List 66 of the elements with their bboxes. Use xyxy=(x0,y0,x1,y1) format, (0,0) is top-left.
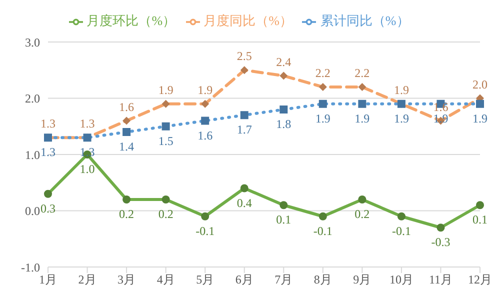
point xyxy=(397,212,406,220)
data-label: -0.1 xyxy=(392,224,411,238)
data-label: 1.9 xyxy=(315,111,330,126)
legend-label: 累计同比（%） xyxy=(320,13,410,28)
x-tick-label: 5月 xyxy=(196,272,214,287)
data-label: 2.2 xyxy=(315,66,330,80)
data-label: 2.2 xyxy=(354,66,370,80)
data-label: 1.9 xyxy=(158,82,174,97)
data-label: 1.3 xyxy=(40,116,56,131)
data-label: 1.9 xyxy=(354,111,370,126)
y-tick-label: -1.0 xyxy=(21,260,40,274)
point xyxy=(162,196,170,204)
x-tick-label: 4月 xyxy=(156,272,175,287)
data-label: 0.4 xyxy=(236,196,252,210)
data-label: 1.3 xyxy=(40,145,56,160)
data-label: 1.6 xyxy=(119,100,134,114)
data-label: 1.9 xyxy=(472,111,488,126)
data-label: 0.1 xyxy=(472,212,488,227)
data-label: 1.9 xyxy=(394,82,409,97)
data-label: 1.9 xyxy=(198,82,213,97)
x-tick-label: 8月 xyxy=(314,272,332,287)
point xyxy=(476,201,484,210)
y-tick-label: 0.0 xyxy=(25,204,40,218)
point xyxy=(280,201,288,210)
legend-label: 月度环比（%） xyxy=(86,13,176,28)
point xyxy=(318,212,327,220)
data-label: 1.4 xyxy=(119,140,134,154)
y-tick-label: 2.0 xyxy=(25,92,40,106)
data-label: 2.5 xyxy=(236,49,252,64)
data-label: 1.9 xyxy=(394,111,409,126)
x-tick-label: 12月 xyxy=(468,272,492,287)
point xyxy=(436,224,445,232)
data-label: -0.1 xyxy=(313,224,332,238)
point xyxy=(201,212,210,220)
data-label: 1.0 xyxy=(80,162,95,176)
data-label: 1.5 xyxy=(158,134,174,148)
x-tick-label: 11月 xyxy=(428,272,453,287)
data-label: 1.3 xyxy=(80,116,95,131)
point xyxy=(358,196,366,204)
x-tick-label: 1月 xyxy=(39,272,57,287)
x-tick-label: 9月 xyxy=(353,272,372,287)
data-label: 0.2 xyxy=(354,207,370,222)
data-label: 0.2 xyxy=(158,207,174,222)
x-tick-label: 2月 xyxy=(78,272,96,287)
point xyxy=(122,196,131,204)
data-label: 2.0 xyxy=(472,77,488,92)
point xyxy=(240,184,248,192)
data-label: 1.7 xyxy=(236,122,252,137)
data-label: 1.8 xyxy=(276,117,292,132)
x-tick-label: 6月 xyxy=(235,272,254,287)
x-tick-label: 10月 xyxy=(389,272,414,287)
y-tick-label: 1.0 xyxy=(25,148,40,162)
data-label: 0.1 xyxy=(276,212,292,227)
y-tick-label: 3.0 xyxy=(25,35,40,50)
point xyxy=(44,190,52,198)
data-label: 2.4 xyxy=(276,54,292,69)
data-label: 1.9 xyxy=(433,111,448,126)
data-label: 1.3 xyxy=(80,145,95,160)
x-tick-label: 3月 xyxy=(118,272,136,287)
data-label: 0.3 xyxy=(40,201,56,216)
legend-label: 月度同比（%） xyxy=(204,13,292,28)
data-label: 1.6 xyxy=(198,128,213,142)
data-label: -0.3 xyxy=(431,235,450,250)
data-label: 0.2 xyxy=(119,207,134,222)
x-tick-label: 7月 xyxy=(274,272,293,287)
data-label: -0.1 xyxy=(196,224,215,238)
